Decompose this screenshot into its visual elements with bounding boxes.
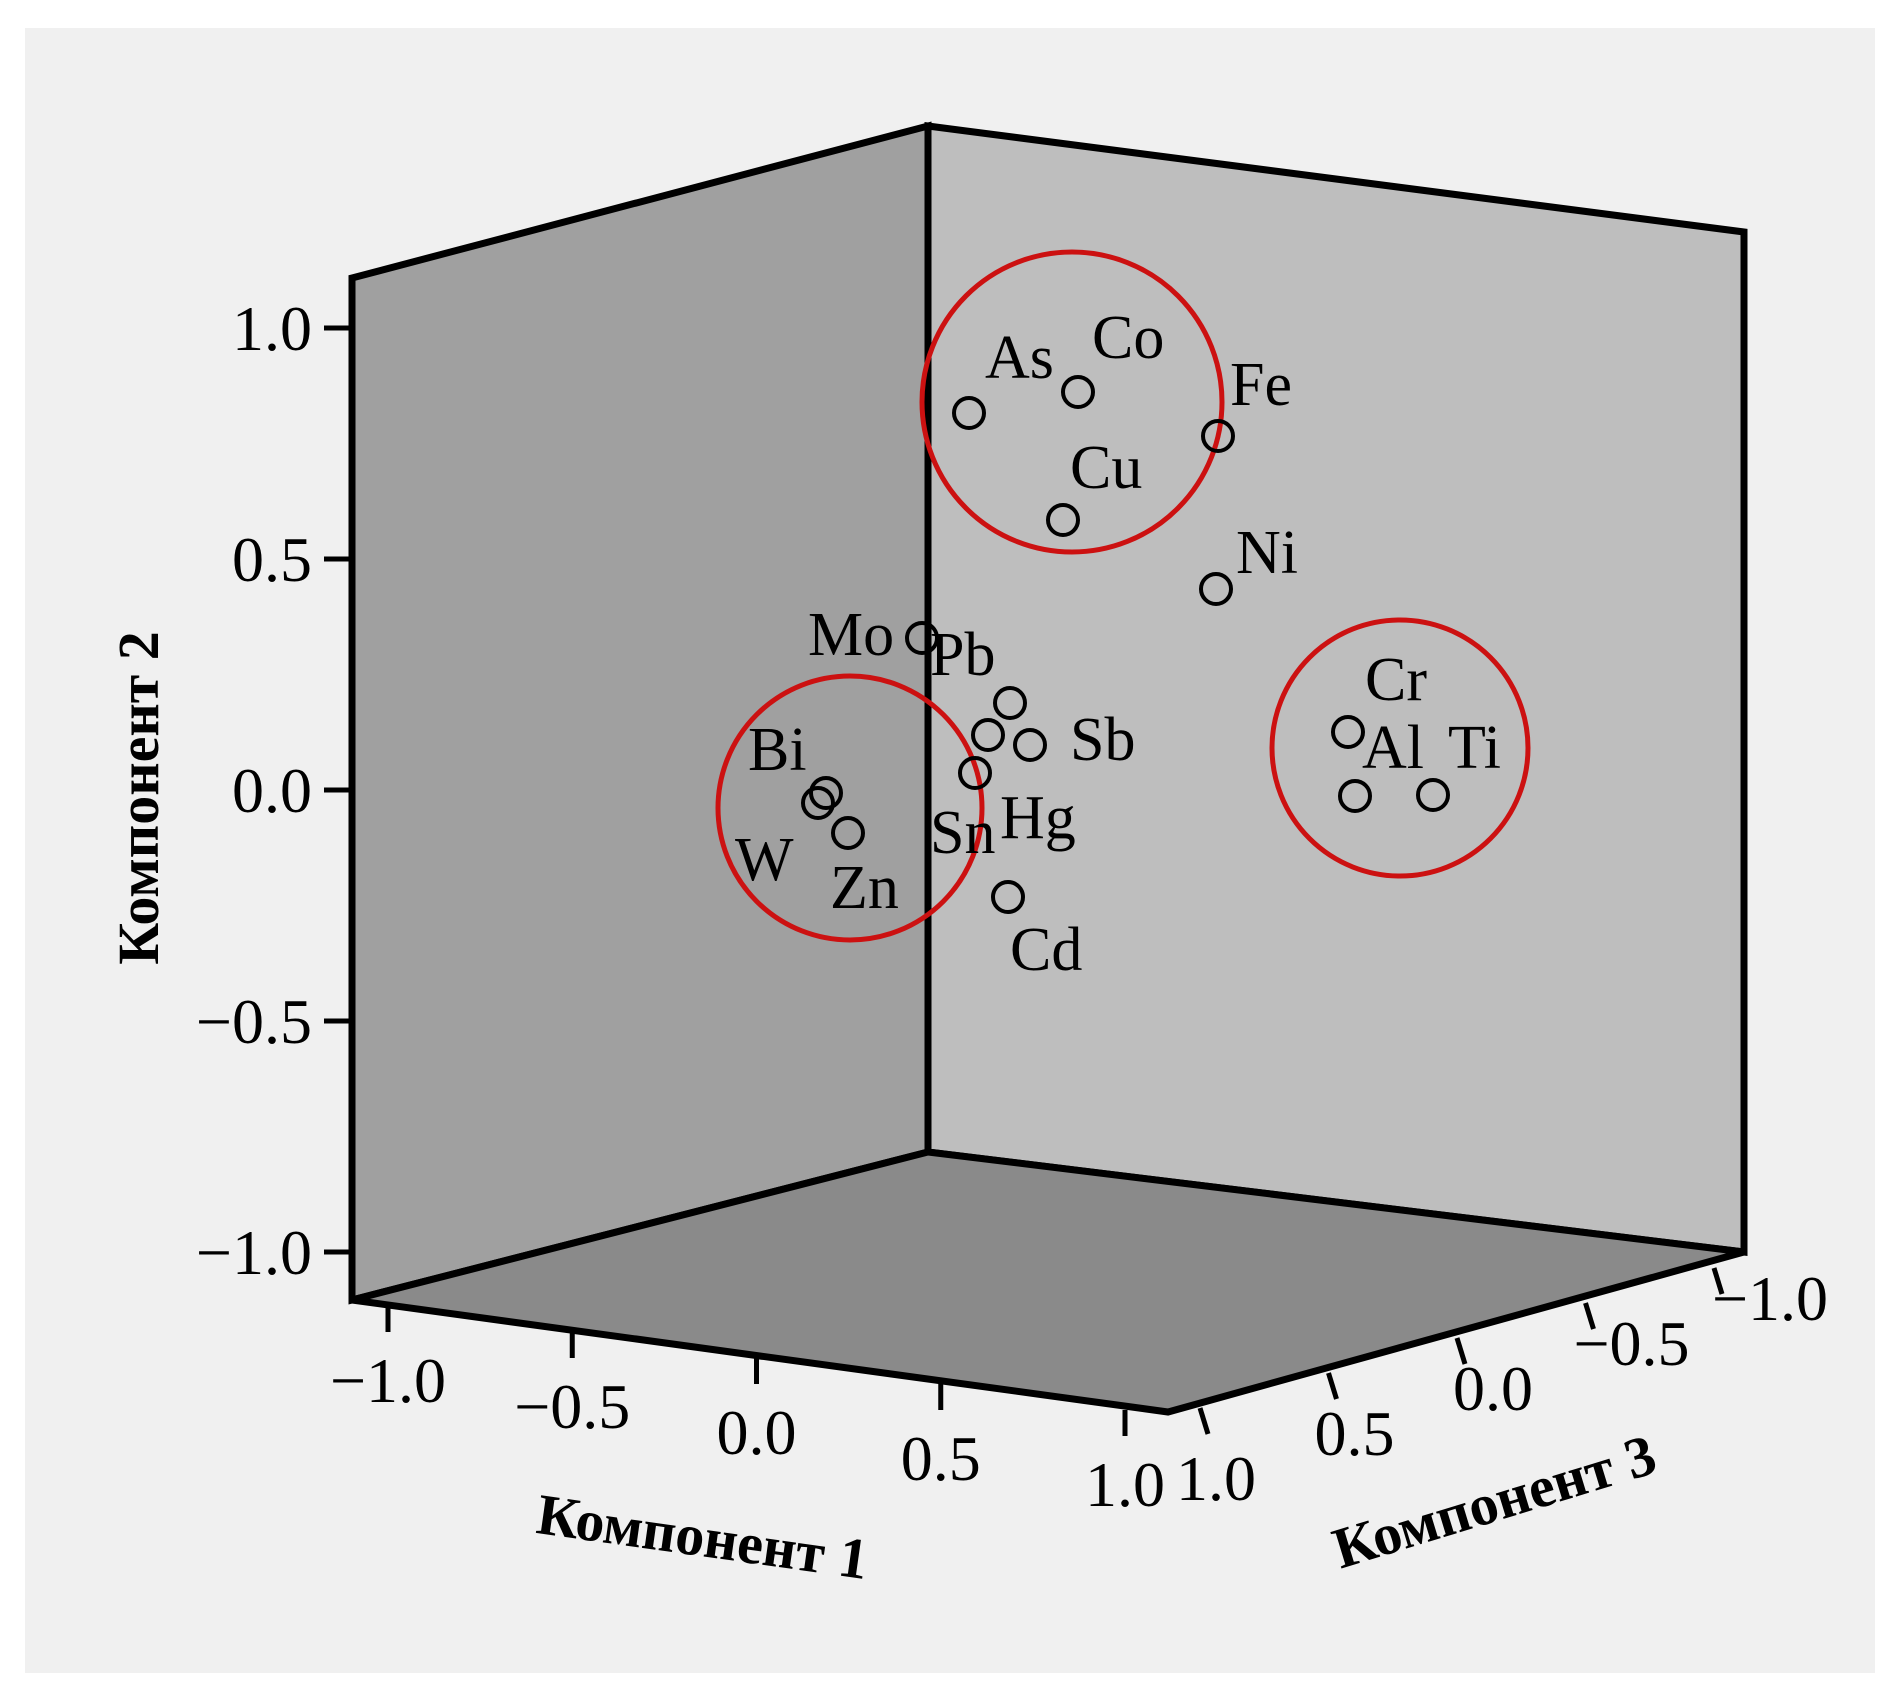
point-marker: [1061, 375, 1095, 409]
point-marker: [1013, 728, 1047, 762]
point-marker: [1338, 779, 1372, 813]
point-label: Cr: [1365, 646, 1427, 714]
point-label: W: [735, 826, 794, 894]
z-tick-mark: [1583, 1302, 1596, 1330]
point-marker: [1331, 715, 1365, 749]
point-label: Al: [1362, 714, 1424, 782]
point-marker: [801, 786, 835, 820]
point-marker: [971, 718, 1005, 752]
y-tick-label: −0.5: [196, 986, 312, 1057]
x-tick-label: −0.5: [514, 1371, 630, 1442]
z-tick-label: −1.0: [1712, 1263, 1828, 1334]
left-wall: [348, 121, 932, 1305]
point-marker: [809, 776, 843, 810]
y-tick-label: 0.0: [232, 755, 312, 826]
point-label: Mo: [808, 601, 894, 669]
point-label: Ti: [1448, 714, 1501, 782]
point-marker: [1199, 572, 1233, 606]
z-tick-mark: [1197, 1407, 1211, 1435]
z-tick-label: −0.5: [1573, 1308, 1689, 1379]
point-marker: [993, 686, 1027, 720]
z-tick-mark: [1454, 1337, 1468, 1365]
point-label: As: [985, 324, 1054, 392]
point-marker: [991, 880, 1025, 914]
point-marker: [1201, 419, 1235, 453]
point-label: Cu: [1070, 434, 1142, 502]
cluster-ring: [715, 673, 985, 943]
z-tick-label: 0.5: [1315, 1398, 1395, 1469]
x-axis-ticks: −1.0 −0.5 0.0 0.5 1.0: [330, 1306, 1165, 1520]
point-label: Sn: [930, 799, 995, 867]
x-tick-label: 0.0: [717, 1397, 797, 1468]
point-label: Bi: [748, 716, 807, 784]
point-label: Co: [1092, 304, 1164, 372]
z-tick-label: 0.0: [1453, 1353, 1533, 1424]
point-label: Fe: [1230, 351, 1292, 419]
z-axis-ticks: 1.0 0.5 0.0 −0.5 −1.0: [1176, 1263, 1828, 1514]
point-label: Sb: [1070, 706, 1135, 774]
cluster-rings: [715, 249, 1531, 943]
point-marker: [905, 621, 939, 655]
x-tick-label: −1.0: [330, 1345, 446, 1416]
point-marker: [952, 396, 986, 430]
y-tick-label: 1.0: [232, 293, 312, 364]
point-marker: [958, 756, 992, 790]
y-axis-ticks: −1.0 −0.5 0.0 0.5 1.0: [196, 293, 352, 1288]
x-tick-label: 1.0: [1085, 1449, 1165, 1520]
back-wall: [924, 122, 1748, 1256]
cluster-ring: [1269, 617, 1531, 879]
floor: [351, 1148, 1745, 1416]
z-tick-mark: [1711, 1267, 1725, 1295]
point-marker: [1046, 503, 1080, 537]
y-tick-label: 0.5: [232, 524, 312, 595]
x-tick-label: 0.5: [901, 1423, 981, 1494]
point-marker: [831, 816, 865, 850]
point-marker: [1416, 778, 1450, 812]
cluster-ring: [919, 249, 1225, 555]
point-label: Cd: [1010, 916, 1082, 984]
y-tick-label: −1.0: [196, 1217, 312, 1288]
point-label: Pb: [930, 621, 995, 689]
point-label: Ni: [1236, 519, 1298, 587]
y-axis-title: Компонент 2: [106, 631, 171, 965]
point-label: Hg: [1000, 784, 1076, 852]
z-tick-label: 1.0: [1176, 1443, 1256, 1514]
point-label: Zn: [830, 854, 899, 922]
z-tick-mark: [1326, 1372, 1339, 1400]
